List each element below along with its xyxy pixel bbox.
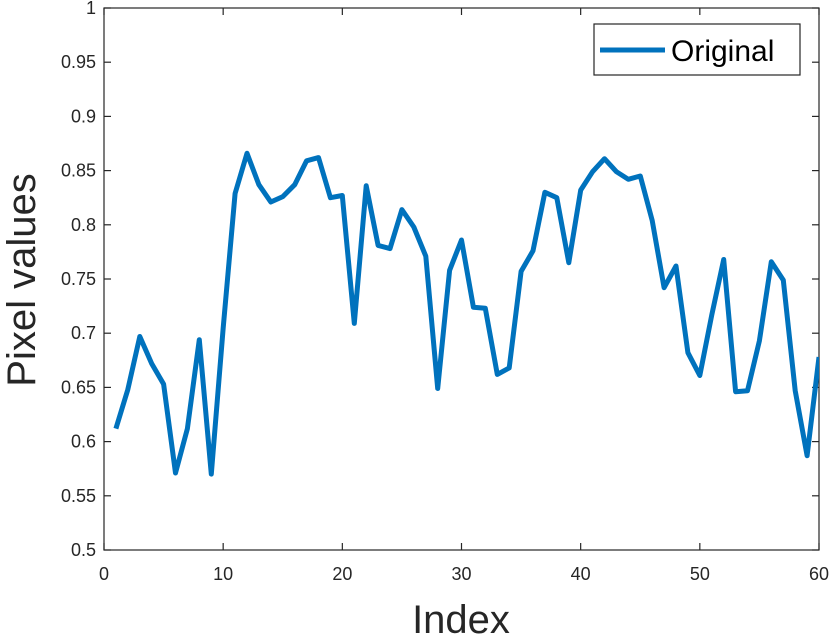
x-tick-label: 30 — [451, 564, 471, 584]
y-tick-label: 0.75 — [61, 269, 96, 289]
y-axis-ticks: 0.5 0.55 0.6 0.65 0.7 0.75 0.8 0.85 0.9 0.95 1 — [61, 0, 819, 560]
x-tick-label: 40 — [571, 564, 591, 584]
y-tick-label: 1 — [86, 0, 96, 18]
y-tick-label: 0.55 — [61, 486, 96, 506]
x-tick-label: 50 — [690, 564, 710, 584]
y-tick-label: 0.7 — [71, 323, 96, 343]
x-tick-label: 0 — [99, 564, 109, 584]
x-tick-label: 20 — [332, 564, 352, 584]
y-tick-label: 0.65 — [61, 377, 96, 397]
y-tick-label: 0.5 — [71, 540, 96, 560]
x-axis-label: Index — [412, 598, 510, 638]
y-tick-label: 0.85 — [61, 161, 96, 181]
series-line-0 — [113, 150, 819, 477]
x-tick-label: 60 — [809, 564, 829, 584]
legend-label: Original — [671, 35, 774, 68]
y-tick-label: 0.6 — [71, 432, 96, 452]
series-layer — [113, 150, 819, 477]
y-tick-label: 0.95 — [61, 52, 96, 72]
y-axis-label: Pixel values — [0, 173, 44, 386]
y-tick-label: 0.8 — [71, 215, 96, 235]
x-tick-label: 10 — [213, 564, 233, 584]
legend: Original — [593, 23, 801, 76]
y-tick-label: 0.9 — [71, 106, 96, 126]
x-axis-ticks: 0 10 20 30 40 50 60 — [99, 8, 829, 584]
